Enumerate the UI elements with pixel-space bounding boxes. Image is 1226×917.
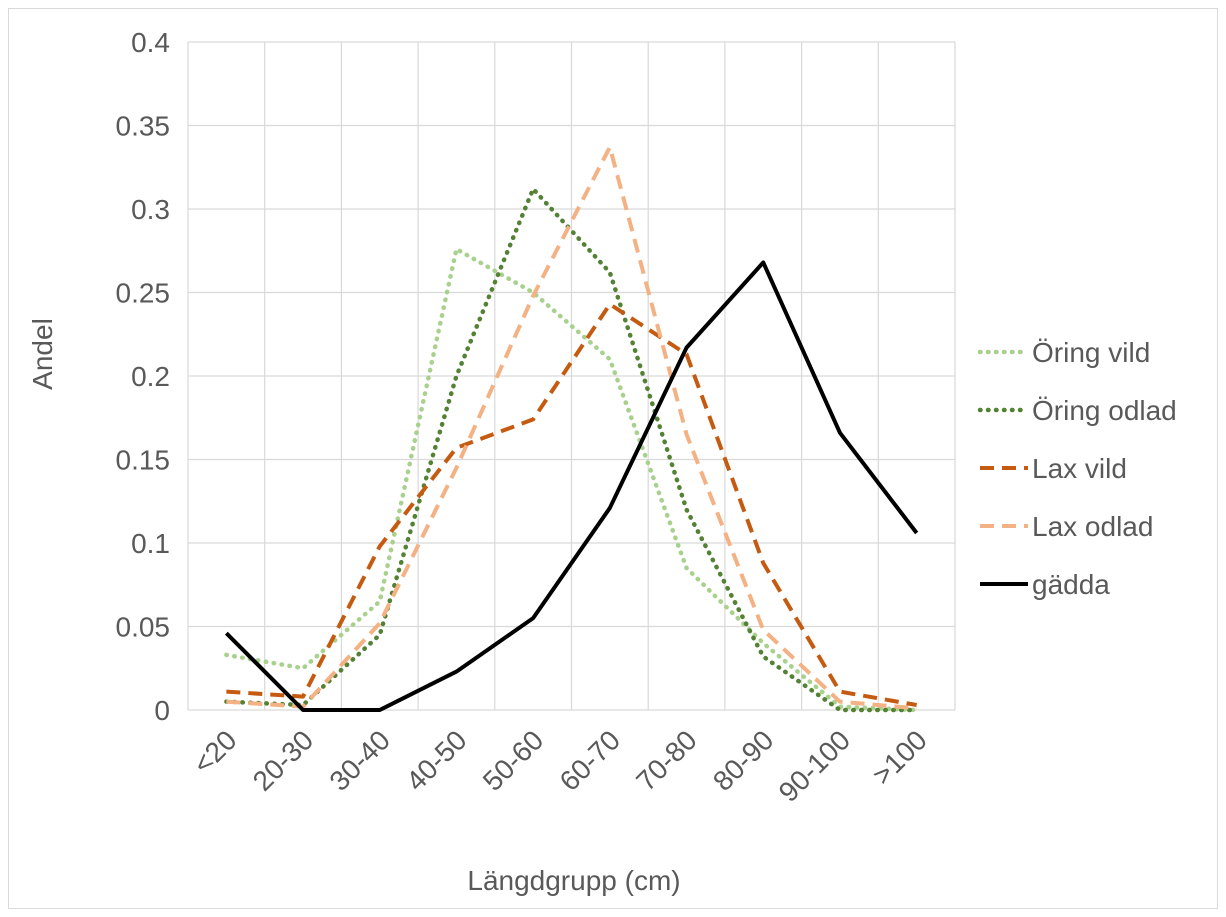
y-tick-label: 0.1 [131,528,170,559]
x-tick-label: 60-70 [554,724,627,797]
x-tick-labels: <20 20-30 30-40 40-50 50-60 60-70 70-80 80-9090… [187,724,933,808]
y-tick-labels: 0 0.05 0.1 0.15 0.2 0.25 0.3 0.35 0.4 [116,27,171,726]
y-tick-label: 0.3 [131,194,170,225]
series-line-2 [224,186,919,713]
y-tick-label: 0.15 [116,445,171,476]
y-tick-label: 0.2 [131,361,170,392]
series-line-5 [224,260,919,712]
legend-label-1: Öring vild [1032,337,1150,368]
legend-label-3: Lax vild [1032,453,1127,484]
x-tick-label: 40-50 [400,724,473,797]
y-tick-label: 0.25 [116,278,171,309]
series-line-4 [226,145,917,711]
series-lines [224,145,919,713]
y-tick-label: 0.05 [116,612,171,643]
series-line-3 [226,302,917,707]
legend-label-2: Öring odlad [1032,395,1177,426]
legend-label-4: Lax odlad [1032,511,1153,542]
x-tick-label: 50-60 [477,724,550,797]
x-tick-label: 90-100 [773,724,857,808]
x-tick-label: 80-90 [707,724,780,797]
y-tick-label: 0 [154,695,170,726]
y-tick-label: 0.35 [116,111,171,142]
legend: Öring vild Öring odlad Lax vild Lax odlad gä… [977,337,1177,600]
x-tick-label: <20 [187,724,243,780]
y-tick-label: 0.4 [131,27,170,58]
x-tick-label: 20-30 [247,724,320,797]
x-tick-label: 70-80 [630,724,703,797]
series-line-1 [224,246,919,713]
x-tick-label: >100 [866,724,933,791]
x-axis-title: Längdgrupp (cm) [467,865,680,896]
legend-label-5: gädda [1032,569,1110,600]
x-tick-label: 30-40 [323,724,396,797]
y-axis-title: Andel [27,318,58,390]
gridlines [187,41,956,711]
